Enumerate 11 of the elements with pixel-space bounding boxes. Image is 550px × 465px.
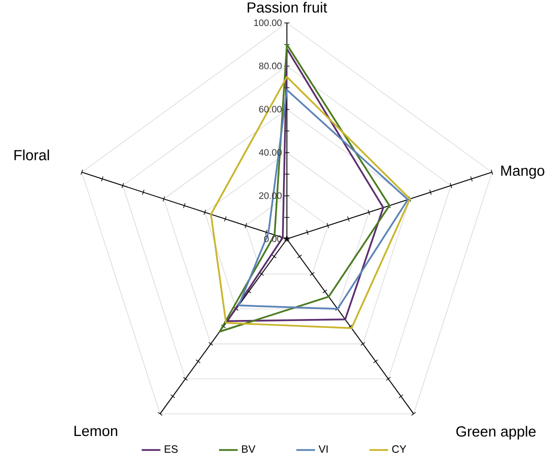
y-tick-label: 80.00: [259, 62, 282, 70]
y-tick-label: 100.00: [254, 19, 282, 26]
legend-label: BV: [242, 445, 256, 453]
legend-label: CY: [392, 445, 406, 453]
legend-label: ES: [164, 445, 178, 453]
legend-label: VI: [318, 445, 328, 453]
spoke-label: Lemon: [74, 426, 118, 436]
spoke-label: Floral: [14, 150, 49, 160]
spoke-label: Green apple: [456, 426, 536, 440]
spoke-label: Passion fruit: [248, 2, 328, 13]
spoke-label: Mango: [501, 166, 544, 179]
